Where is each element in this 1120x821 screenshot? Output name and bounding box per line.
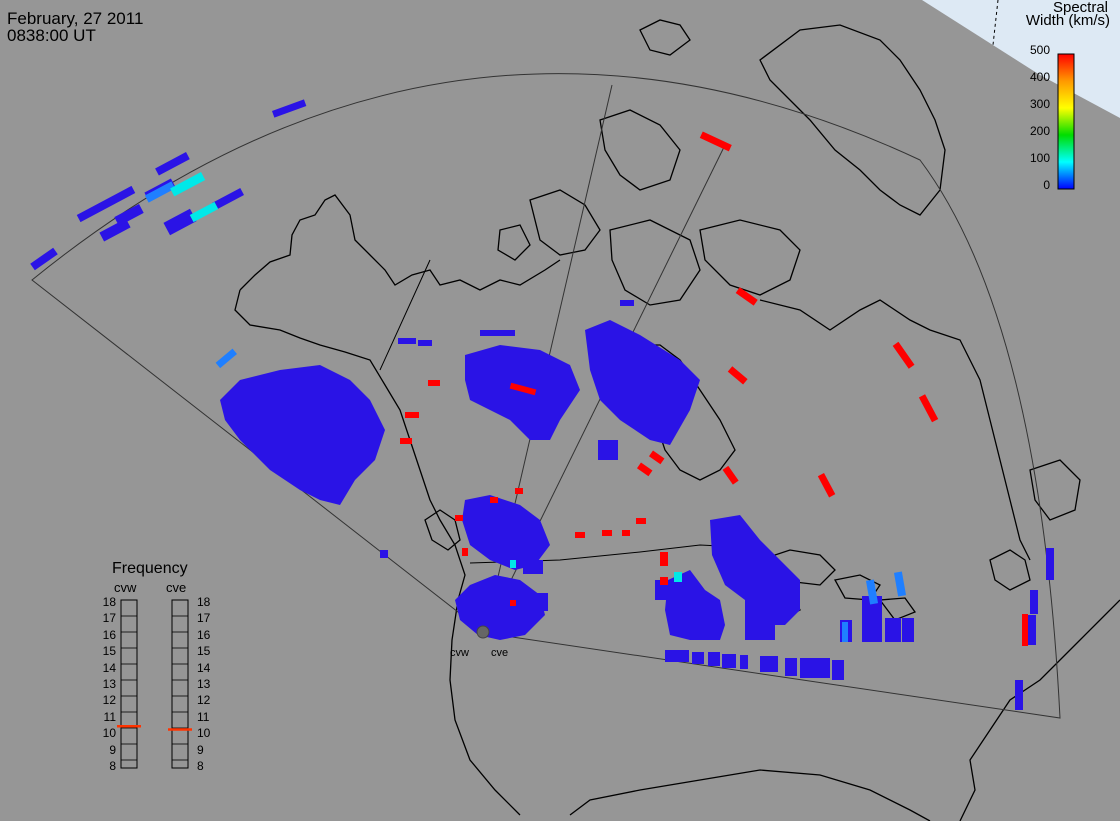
frequency-scale-number: 14 xyxy=(102,660,116,675)
frequency-scale-number: 11 xyxy=(103,709,116,724)
frequency-scale-number: 14 xyxy=(197,660,211,675)
colorbar-tick: 400 xyxy=(1029,70,1050,84)
frequency-title: Frequency xyxy=(112,560,188,577)
frequency-scale-number: 10 xyxy=(102,726,116,741)
colorbar-tick: 100 xyxy=(1029,151,1050,165)
frequency-radar-cvw: cvw xyxy=(114,580,137,595)
frequency-scale-number: 16 xyxy=(197,627,211,642)
dashed-boundary xyxy=(992,0,999,46)
radar-echoes-high xyxy=(400,131,1028,646)
frequency-scale-number: 12 xyxy=(197,693,211,708)
radar-label-cvw: cvw xyxy=(450,647,469,659)
frequency-scale-number: 18 xyxy=(102,595,116,609)
frequency-scale-number: 9 xyxy=(109,742,116,757)
date-label: February, 27 2011 xyxy=(7,9,144,28)
colorbar xyxy=(1057,53,1075,190)
frequency-scale-number: 9 xyxy=(197,742,204,757)
frequency-scale-number: 12 xyxy=(102,693,116,708)
frequency-scale-number: 10 xyxy=(197,726,211,741)
colorbar-unit: Width (km/s) xyxy=(1025,12,1110,29)
frequency-scale-number: 8 xyxy=(197,759,204,773)
colorbar-tick: 0 xyxy=(1043,178,1050,192)
frequency-scale-number: 15 xyxy=(197,644,211,659)
frequency-scale-number: 11 xyxy=(197,709,210,724)
frequency-radar-cve: cve xyxy=(166,580,187,595)
frequency-scale-number: 13 xyxy=(197,677,211,691)
frequency-scales xyxy=(117,599,192,769)
time-label: 0838:00 UT xyxy=(7,26,96,45)
radar-site-marker xyxy=(476,625,490,639)
radar-label-cve: cve xyxy=(491,647,509,659)
frequency-scale-number: 8 xyxy=(109,759,116,773)
frequency-scale-number: 15 xyxy=(102,644,116,659)
frequency-scale-number: 16 xyxy=(102,627,116,642)
coastlines xyxy=(234,19,1120,821)
colorbar-tick: 200 xyxy=(1029,124,1050,138)
colorbar-tick: 500 xyxy=(1029,43,1050,57)
frequency-scale-number: 18 xyxy=(197,595,211,609)
radar-echoes-low xyxy=(30,99,1054,710)
colorbar-title: Spectral xyxy=(1052,0,1108,16)
borders xyxy=(379,259,761,564)
frequency-scale-number: 17 xyxy=(197,611,211,626)
frequency-scale-number: 17 xyxy=(102,611,116,626)
colorbar-tick: 300 xyxy=(1029,97,1050,111)
frequency-scale-number: 13 xyxy=(102,677,116,691)
